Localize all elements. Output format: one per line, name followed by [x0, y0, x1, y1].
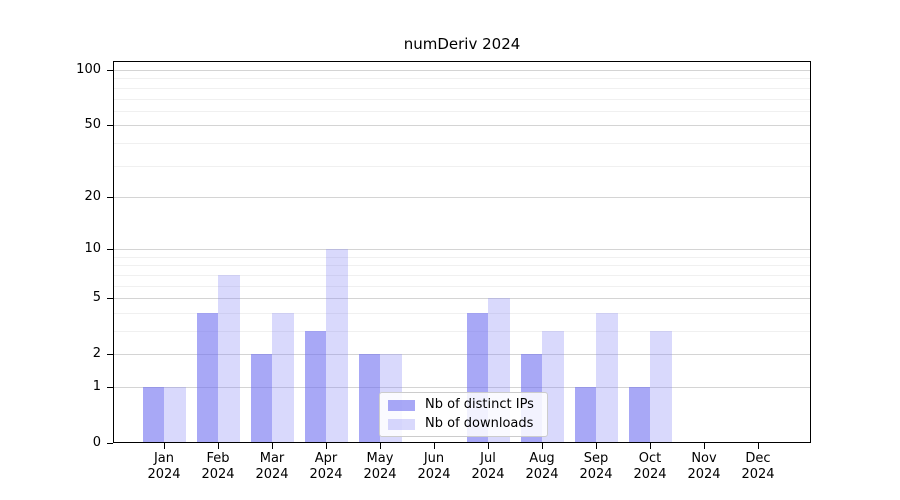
- plot-area-border: [113, 61, 811, 443]
- x-tick-label: Sep 2024: [579, 451, 613, 482]
- x-tick: [758, 443, 759, 449]
- x-tick: [434, 443, 435, 449]
- x-tick: [164, 443, 165, 449]
- x-tick-label: Aug 2024: [525, 451, 559, 482]
- x-tick-label: Nov 2024: [687, 451, 721, 482]
- y-tick-label: 100: [76, 62, 101, 77]
- legend-item-distinct-ips: Nb of distinct IPs: [388, 397, 539, 413]
- x-tick-label: May 2024: [363, 451, 397, 482]
- x-tick: [380, 443, 381, 449]
- y-tick-label: 2: [92, 346, 101, 362]
- x-tick-label: Mar 2024: [255, 451, 289, 482]
- x-tick-label: Jun 2024: [417, 451, 451, 482]
- y-tick-label: 10: [84, 241, 101, 257]
- y-tick-label: 50: [84, 117, 101, 133]
- x-tick: [542, 443, 543, 449]
- legend-label-distinct-ips: Nb of distinct IPs: [425, 397, 534, 412]
- chart-title: numDeriv 2024: [403, 35, 521, 53]
- legend-swatch-downloads: [388, 418, 415, 430]
- y-tick-label: 20: [84, 188, 101, 204]
- x-tick: [218, 443, 219, 449]
- x-tick: [488, 443, 489, 449]
- x-tick: [596, 443, 597, 449]
- x-tick-label: Jan 2024: [147, 451, 181, 482]
- y-tick-label: 5: [92, 290, 101, 306]
- x-tick-label: Apr 2024: [309, 451, 343, 482]
- y-tick: [107, 443, 113, 444]
- legend-item-downloads: Nb of downloads: [388, 416, 539, 432]
- x-tick-label: Feb 2024: [201, 451, 235, 482]
- x-tick: [704, 443, 705, 449]
- x-tick: [326, 443, 327, 449]
- x-tick: [272, 443, 273, 449]
- y-tick-label: 1: [92, 379, 101, 394]
- x-tick: [650, 443, 651, 449]
- legend: Nb of distinct IPs Nb of downloads: [379, 392, 548, 437]
- legend-swatch-distinct-ips: [388, 399, 415, 411]
- legend-label-downloads: Nb of downloads: [425, 416, 534, 431]
- y-tick-label: 0: [92, 435, 101, 450]
- x-tick-label: Jul 2024: [471, 451, 505, 482]
- x-tick-label: Oct 2024: [633, 451, 667, 482]
- x-tick-label: Dec 2024: [741, 451, 775, 482]
